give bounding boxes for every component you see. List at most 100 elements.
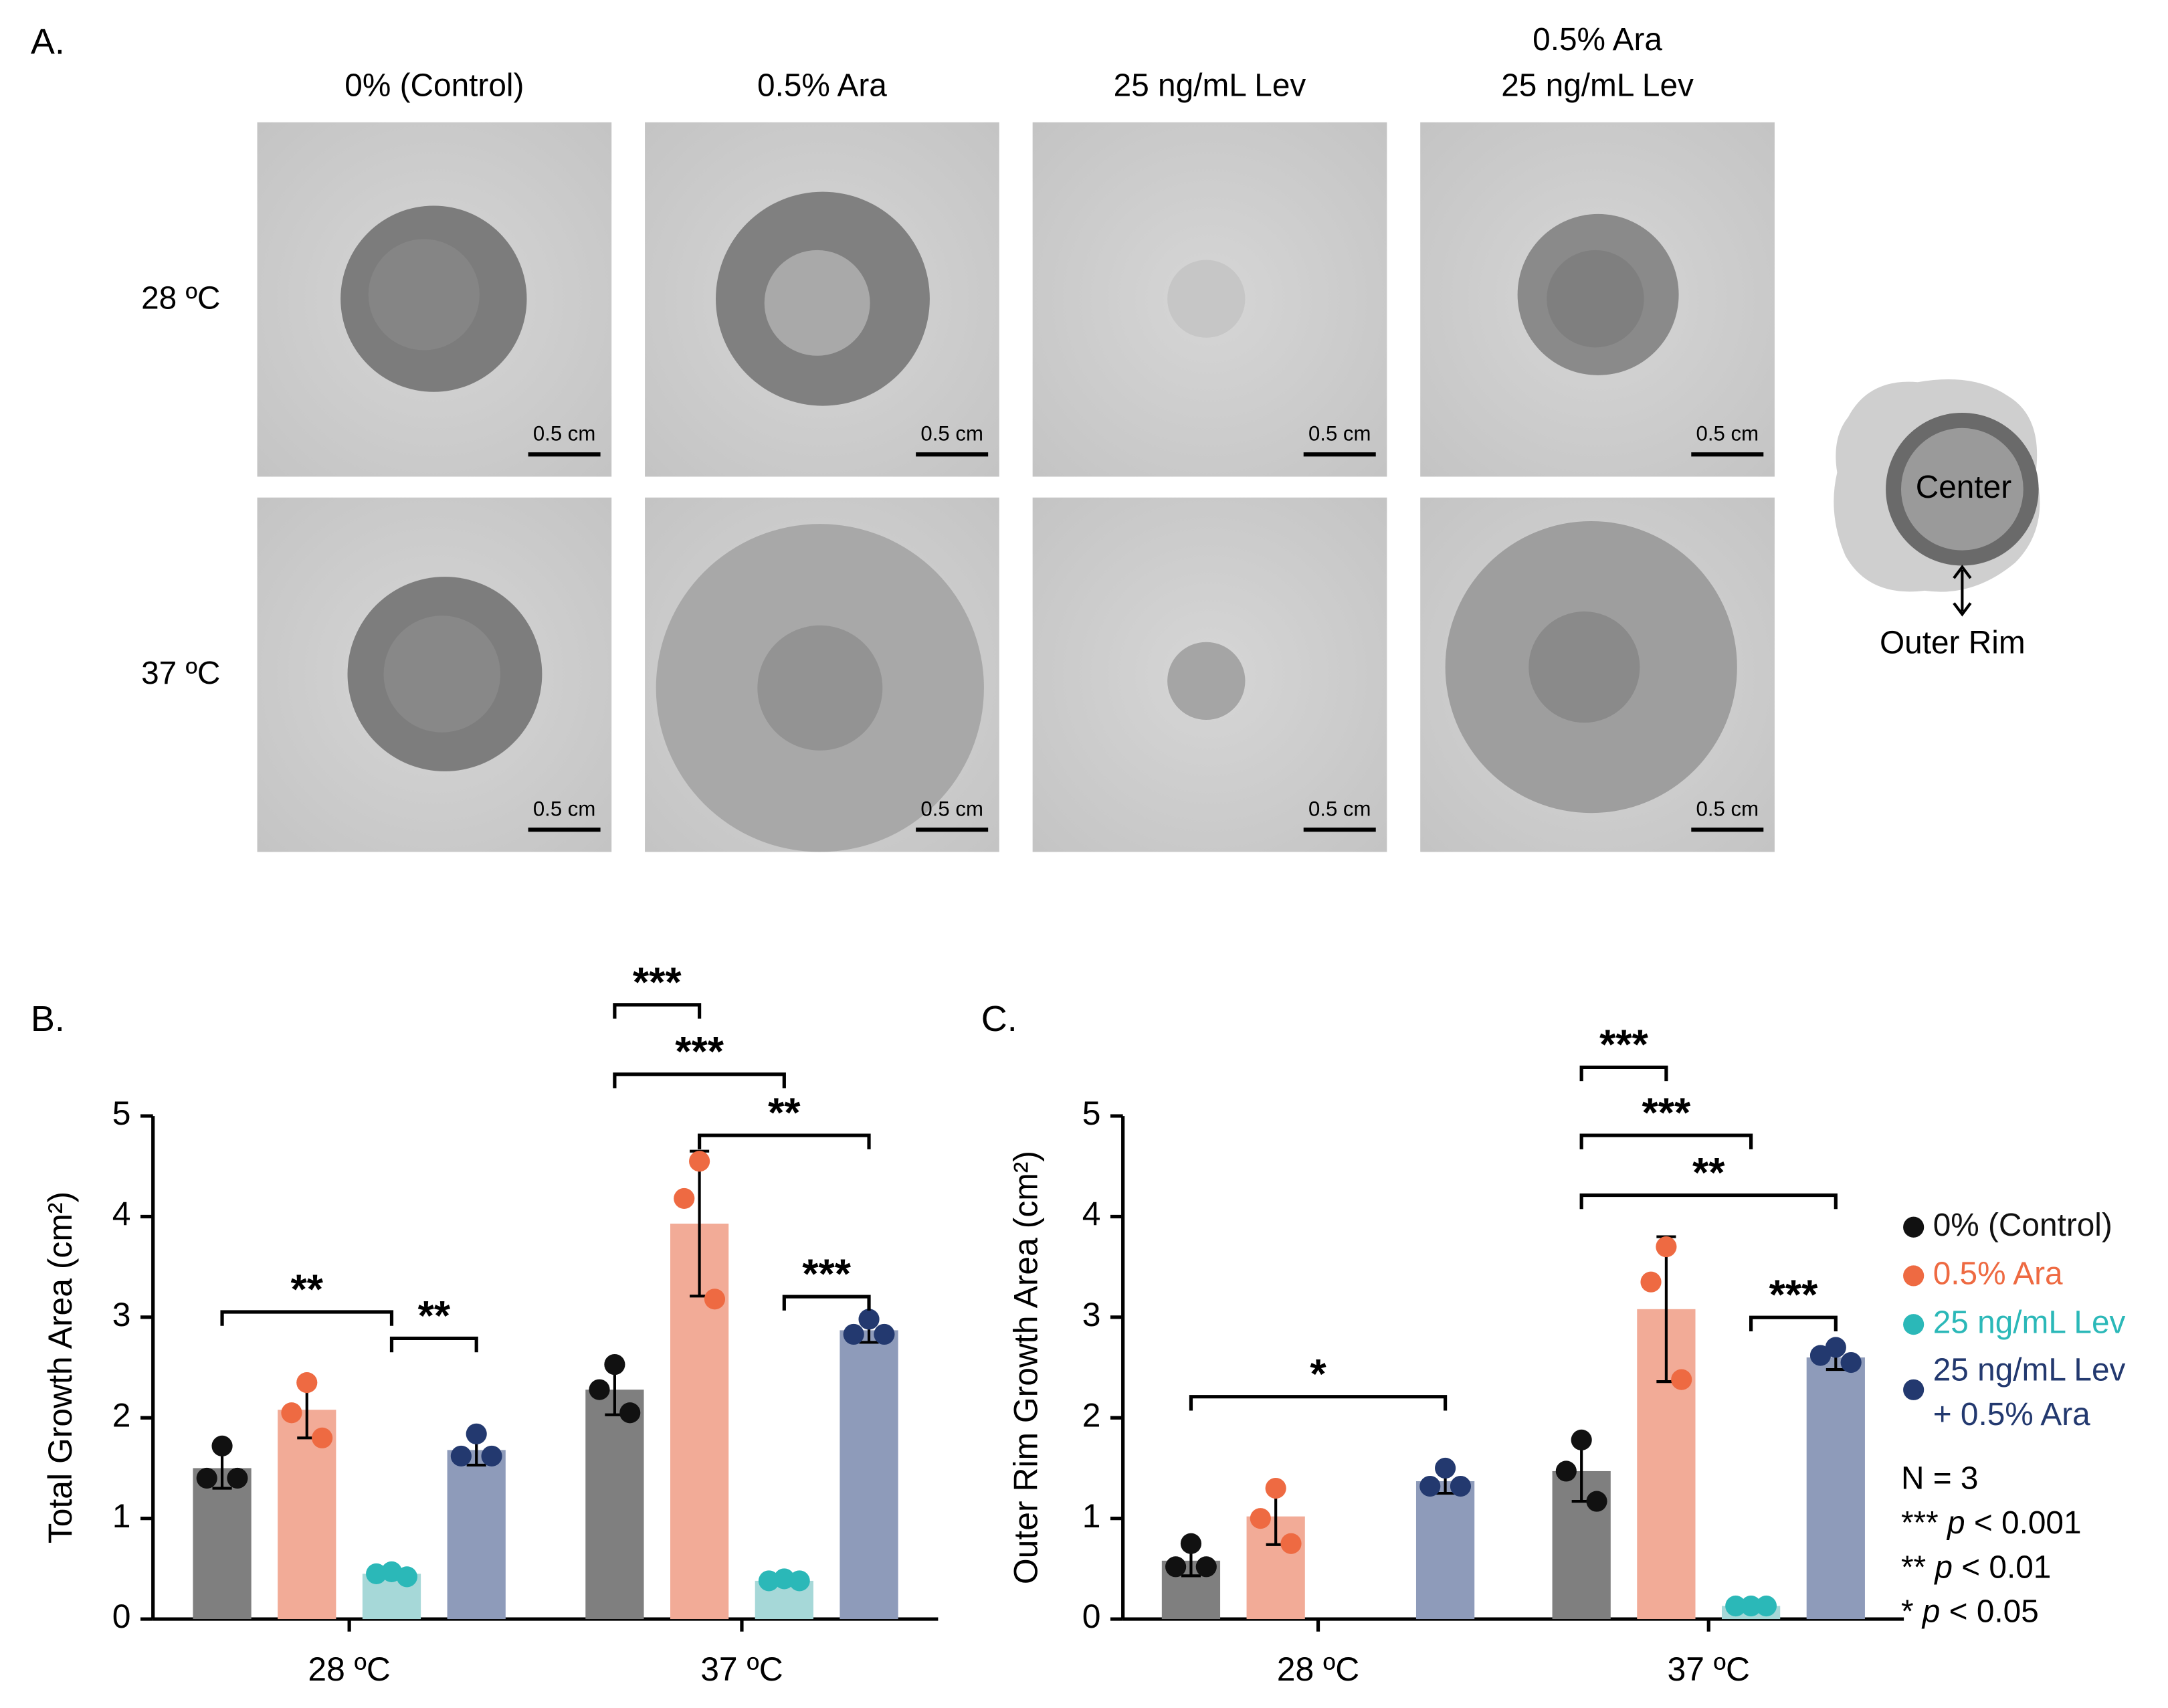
colony [1167,260,1246,338]
bar [1806,1357,1865,1620]
colony [1547,250,1644,348]
data-point [1656,1236,1677,1258]
note: * p < 0.05 [1901,1594,2039,1629]
y-axis-label: Outer Rim Growth Area (cm²) [1007,1151,1045,1584]
data-point [1809,1345,1832,1366]
rim-label: Outer Rim [1880,625,2026,660]
data-point [1825,1337,1846,1358]
bar [585,1390,644,1620]
legend-label: 25 ng/mL Lev [1933,1305,2126,1340]
significance-bracket [613,1072,786,1088]
panel-a: 0% (Control) 0.5% Ara 25 ng/mL Lev 0.5% Ara… [141,22,1775,852]
y-tick-label: 3 [1082,1296,1101,1333]
schematic: Center Outer Rim [1834,379,2040,660]
significance-bracket [1749,1315,1838,1332]
y-tick-label: 1 [1082,1497,1101,1535]
significance-label: *** [802,1251,851,1297]
bar [447,1450,506,1620]
data-point [773,1568,795,1590]
data-point [619,1402,641,1424]
scale-bar-label: 0.5 cm [920,421,983,445]
colony [1167,642,1246,721]
panel-letter: C. [981,999,1017,1039]
data-point [843,1323,864,1345]
significance-label: *** [633,959,682,1006]
significance-bracket [613,1003,702,1019]
significance-bracket [1579,1193,1838,1210]
bar [840,1330,898,1620]
data-point [1419,1475,1441,1497]
data-point [858,1309,880,1330]
row-label: 28 ºC [141,280,220,316]
column-header: 0.5% Ara [757,68,887,103]
legend-marker [1903,1379,1925,1400]
significance-label: * [1310,1351,1326,1398]
column-header: 0.5% Ara [1533,22,1662,58]
legend-marker [1903,1314,1925,1335]
data-point [312,1427,333,1448]
panel-letter: A. [31,22,65,62]
legend-marker [1903,1216,1925,1238]
y-tick-label: 5 [112,1095,131,1132]
significance-label: *** [675,1029,724,1075]
y-tick-label: 2 [112,1396,131,1434]
scale-bar-label: 0.5 cm [1696,421,1759,445]
data-point [1195,1556,1217,1578]
significance-label: ** [768,1090,801,1137]
data-point [1250,1508,1271,1529]
data-point [281,1402,302,1424]
scale-bar-label: 0.5 cm [1696,797,1759,820]
y-tick-label: 1 [112,1497,131,1535]
data-point [227,1467,248,1489]
data-point [704,1289,726,1310]
data-point [296,1372,318,1394]
data-point [1725,1595,1747,1617]
significance-label: *** [1642,1090,1691,1137]
bar [1415,1481,1475,1620]
row-label: 37 ºC [141,656,220,691]
y-tick-label: 4 [1082,1196,1101,1233]
data-point [589,1379,610,1400]
data-point [211,1435,233,1456]
data-point [689,1151,710,1172]
y-tick-label: 0 [1082,1598,1101,1635]
colony [764,250,870,356]
y-tick-label: 5 [1082,1095,1101,1132]
data-point [1671,1369,1692,1390]
colony [368,239,480,351]
legend-label: 25 ng/mL Lev + 0.5% Ara [1933,1352,2126,1432]
column-header: 25 ng/mL Lev [1501,68,1694,103]
x-tick-label: 28 ºC [1277,1650,1360,1688]
data-point [1180,1533,1202,1554]
center-label: Center [1916,470,2011,505]
data-point [466,1423,487,1444]
significance-bracket [220,1310,394,1326]
significance-label: *** [1599,1022,1648,1068]
data-point [396,1566,417,1588]
significance-label: ** [291,1266,324,1313]
colony [383,615,501,733]
data-point [1755,1595,1777,1617]
data-point [1265,1477,1286,1499]
data-point [1280,1533,1302,1554]
x-tick-label: 37 ºC [700,1650,783,1688]
data-point [758,1570,780,1592]
bar [193,1468,252,1620]
significance-bracket [1579,1133,1753,1149]
data-point [1640,1271,1662,1293]
colony [1529,611,1640,723]
y-tick-label: 0 [112,1598,131,1635]
significance-label: ** [418,1293,451,1339]
data-point [450,1445,472,1466]
significance-bracket [1189,1395,1448,1411]
data-point [1586,1491,1607,1512]
data-point [789,1570,810,1592]
charts: B. Total Growth Area (cm²) 0 1 2 3 4 5 28 ºC 37 º… [31,959,1904,1688]
data-point [1555,1460,1577,1482]
data-point [604,1353,625,1375]
scale-bar-label: 0.5 cm [1308,797,1371,820]
scale-bar-label: 0.5 cm [533,797,595,820]
note: ** p < 0.01 [1901,1549,2051,1585]
legend-label: 0.5% Ara [1933,1256,2063,1292]
